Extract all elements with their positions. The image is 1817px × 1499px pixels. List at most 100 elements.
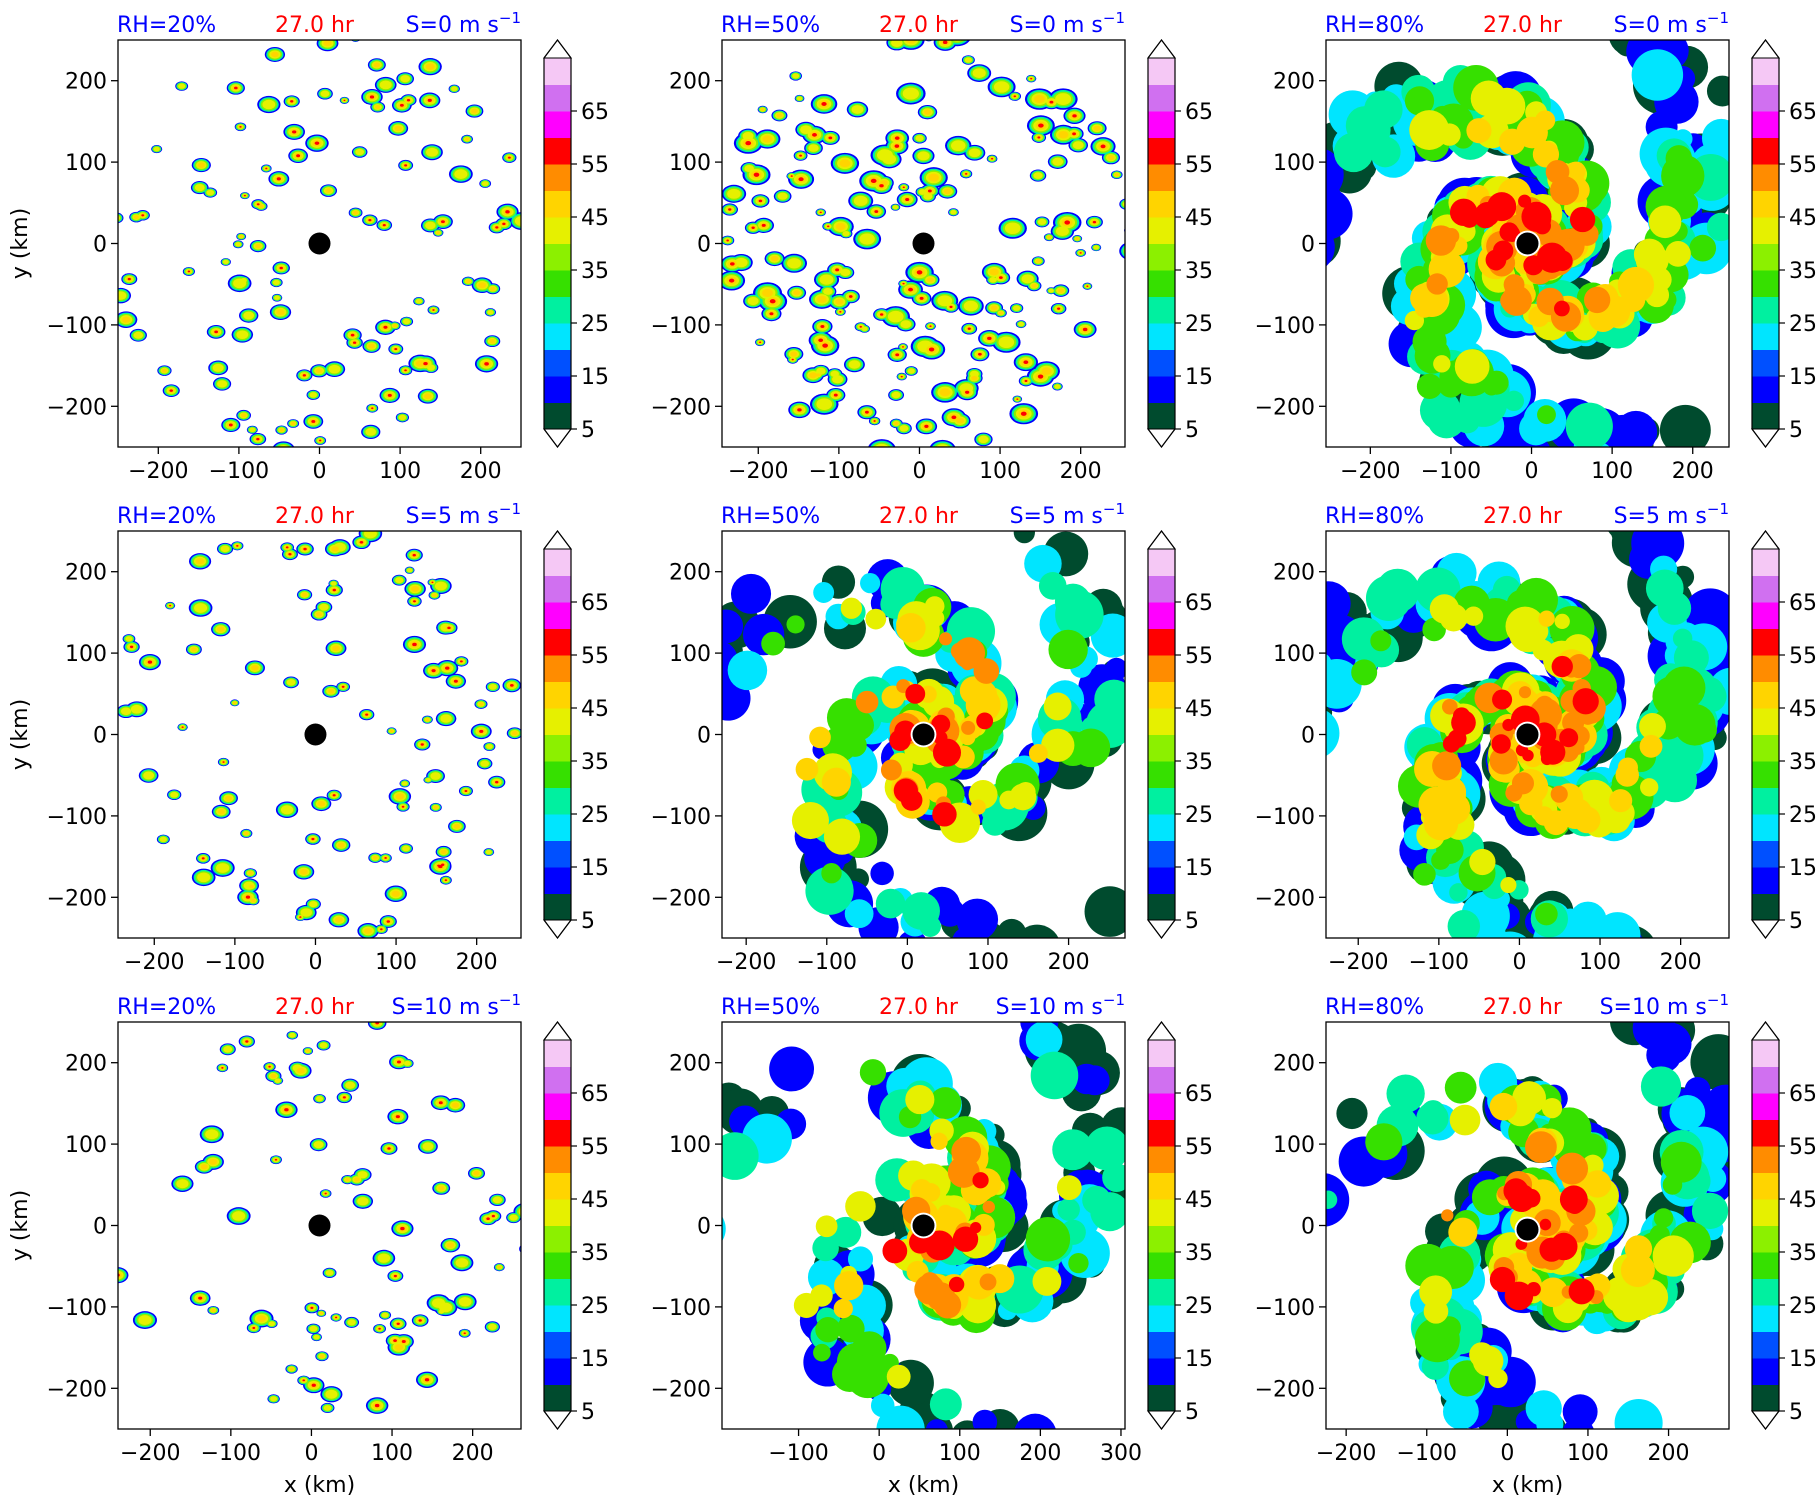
y-tick-label: 0 — [697, 233, 711, 258]
x-tick-label: −100 — [797, 950, 857, 975]
panel-time-label: 27.0 hr — [1483, 504, 1563, 529]
x-tick-label: 100 — [1579, 950, 1621, 975]
colorbar-segment — [1148, 190, 1175, 218]
x-tick-label: 0 — [308, 950, 322, 975]
panel-rh80-s0: −200 −100 0 100 200 −200 −100 0 100 200 RH=80% 27.0… — [1255, 9, 1817, 484]
colorbar-tick-label: 55 — [1185, 644, 1213, 669]
y-tick-label: −200 — [651, 395, 711, 420]
x-tick-label: −200 — [1340, 459, 1400, 484]
x-tick-label: 100 — [1591, 459, 1633, 484]
y-tick-label: −100 — [47, 314, 107, 339]
y-tick-label: 0 — [93, 233, 107, 258]
colorbar-segment — [1752, 1305, 1779, 1332]
colorbar-segment — [544, 787, 571, 815]
colorbar-tick-label: 65 — [581, 1082, 609, 1107]
colorbar-segment — [1752, 761, 1779, 788]
colorbar-segment — [544, 1119, 571, 1147]
colorbar: 5 15 25 35 45 55 65 — [543, 1021, 609, 1430]
colorbar-segment — [1752, 323, 1779, 350]
panel-shear-label: S=10 m s−1 — [1600, 991, 1729, 1020]
colorbar-segment — [544, 575, 571, 603]
x-tick-label: 100 — [371, 1441, 413, 1466]
x-axis-label: x (km) — [1492, 1473, 1563, 1498]
colorbar-segment — [1752, 1384, 1779, 1412]
x-tick-label: 200 — [1660, 950, 1702, 975]
panel-rh-label: RH=80% — [1325, 13, 1424, 38]
colorbar-segment — [544, 137, 571, 165]
x-tick-label: 0 — [912, 459, 926, 484]
y-tick-label: −100 — [651, 314, 711, 339]
colorbar-segment — [544, 708, 571, 735]
colorbar-segment — [1148, 575, 1175, 603]
colorbar-segment — [544, 814, 571, 841]
colorbar-tick-label: 45 — [581, 206, 609, 231]
colorbar-tick-label: 65 — [581, 100, 609, 125]
x-tick-label: −100 — [205, 950, 265, 975]
colorbar-segment — [544, 1384, 571, 1412]
colorbar-tick-label: 65 — [1789, 100, 1817, 125]
colorbar-segment — [544, 1199, 571, 1226]
x-tick-label: 0 — [900, 950, 914, 975]
colorbar-segment — [1148, 376, 1175, 403]
y-tick-label: −100 — [1255, 1296, 1315, 1321]
colorbar-tick-label: 65 — [1185, 591, 1213, 616]
colorbar-segment — [544, 111, 571, 138]
colorbar-segment — [1752, 1278, 1779, 1306]
x-tick-label: 0 — [1512, 950, 1526, 975]
colorbar-tick-label: 25 — [1185, 312, 1213, 337]
colorbar-segment — [1148, 787, 1175, 815]
colorbar-segment — [1148, 349, 1175, 377]
colorbar-tick-label: 15 — [1185, 365, 1213, 390]
colorbar-tick-label: 15 — [581, 365, 609, 390]
y-tick-label: 200 — [669, 70, 711, 95]
x-tick-label: −100 — [1421, 459, 1481, 484]
colorbar-segment — [1148, 1093, 1175, 1120]
y-tick-label: 200 — [1273, 561, 1315, 586]
colorbar-tick-label: 25 — [581, 312, 609, 337]
colorbar-segment — [544, 84, 571, 112]
y-tick-label: 200 — [1273, 1052, 1315, 1077]
colorbar-tick-label: 45 — [1185, 206, 1213, 231]
colorbar-segment — [544, 1225, 571, 1253]
y-tick-label: 0 — [1301, 233, 1315, 258]
colorbar-tick-label: 15 — [581, 856, 609, 881]
panel-rh80-s10: −200 −100 0 100 200 −200 −100 0 100 200 RH=80% 27.0… — [1255, 991, 1817, 1498]
colorbar-segment — [1148, 164, 1175, 191]
y-tick-label: 200 — [65, 561, 107, 586]
colorbar-tick-label: 35 — [581, 1241, 609, 1266]
colorbar-segment — [1752, 1252, 1779, 1279]
colorbar-tick-label: 55 — [1789, 153, 1817, 178]
colorbar-tick-label: 55 — [581, 1135, 609, 1160]
colorbar-segment — [544, 867, 571, 894]
x-tick-label: −200 — [728, 459, 788, 484]
colorbar-segment — [544, 270, 571, 297]
colorbar-segment — [1752, 1199, 1779, 1226]
y-tick-label: 0 — [1301, 724, 1315, 749]
colorbar-segment — [1752, 349, 1779, 377]
panel-time-label: 27.0 hr — [879, 13, 959, 38]
colorbar-segment — [544, 655, 571, 682]
y-tick-label: −200 — [47, 395, 107, 420]
panel-time-label: 27.0 hr — [879, 504, 959, 529]
colorbar-segment — [1148, 270, 1175, 297]
colorbar-segment — [544, 1358, 571, 1385]
panel-rh50-s5: −200 −100 0 100 200 −200 −100 0 100 200 RH=50% 27.0… — [651, 500, 1213, 975]
x-tick-label: 200 — [1048, 950, 1090, 975]
y-tick-label: 200 — [1273, 70, 1315, 95]
colorbar-segment — [544, 1331, 571, 1359]
y-tick-label: −200 — [1255, 395, 1315, 420]
colorbar-segment — [544, 217, 571, 244]
panel-rh-label: RH=20% — [117, 504, 216, 529]
colorbar-segment — [1148, 1146, 1175, 1173]
colorbar-segment — [1148, 761, 1175, 788]
y-axis-label: y (km) — [8, 1190, 33, 1261]
y-tick-label: 200 — [65, 70, 107, 95]
y-tick-label: −100 — [651, 805, 711, 830]
colorbar-tick-label: 25 — [1789, 1294, 1817, 1319]
y-tick-label: −200 — [651, 886, 711, 911]
colorbar-tick-label: 45 — [1185, 1188, 1213, 1213]
panel-time-label: 27.0 hr — [1483, 995, 1563, 1020]
y-tick-label: 100 — [1273, 1133, 1315, 1158]
colorbar-tick-label: 35 — [1185, 750, 1213, 775]
